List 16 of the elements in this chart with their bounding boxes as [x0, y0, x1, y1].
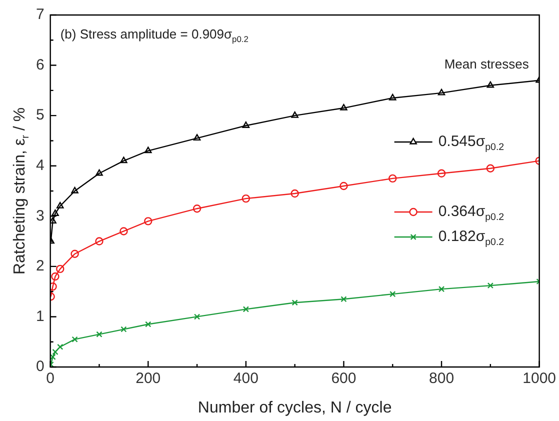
y-tick-label: 3 [36, 207, 44, 224]
y-tick-label: 0 [36, 358, 44, 376]
x-tick-label: 200 [136, 370, 161, 388]
y-tick-label: 6 [36, 56, 44, 74]
legend-title: Mean stresses [444, 56, 530, 72]
x-tick-label: 1000 [522, 370, 556, 388]
x-tick-label: 800 [429, 370, 454, 388]
y-tick-label: 2 [36, 258, 44, 275]
x-tick-label: 400 [233, 370, 258, 388]
y-tick-label: 5 [36, 106, 44, 124]
y-tick-label: 4 [36, 157, 44, 174]
x-tick-label: 600 [331, 370, 356, 388]
y-axis-title: Ratcheting strain, εr / % [11, 107, 32, 275]
y-tick-label: 1 [36, 308, 44, 325]
y-tick-label: 7 [36, 6, 44, 24]
x-axis-title: Number of cycles, N / cycle [198, 399, 392, 416]
